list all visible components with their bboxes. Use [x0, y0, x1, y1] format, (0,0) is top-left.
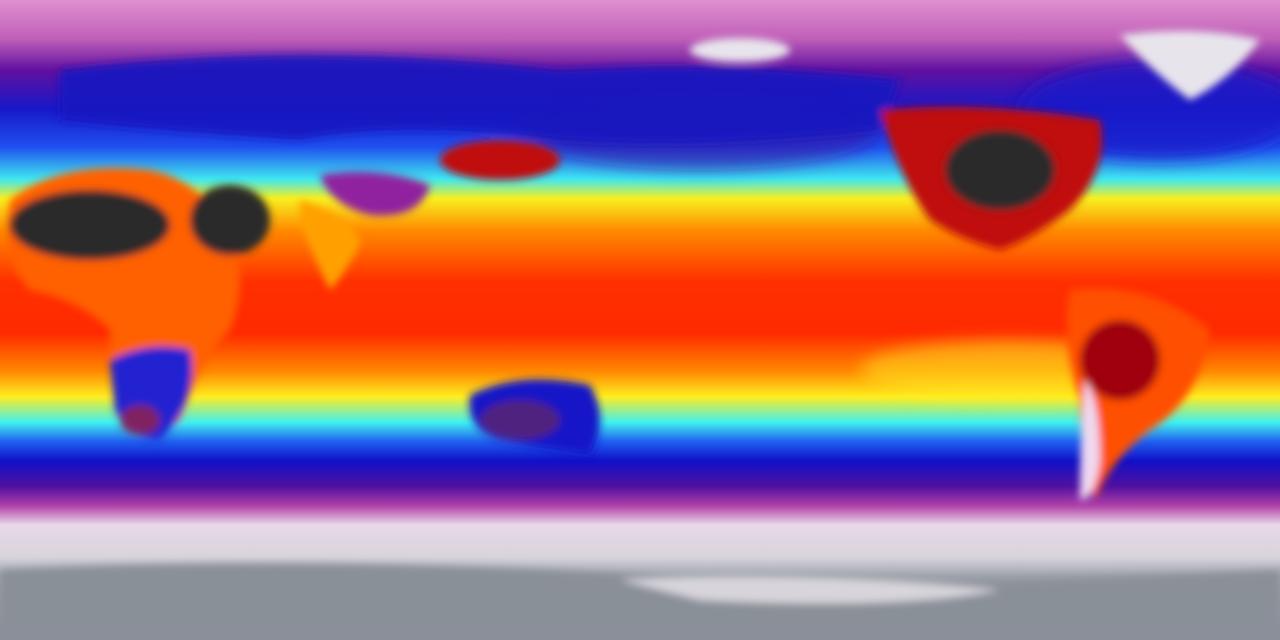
india	[300, 200, 360, 290]
eurasia-north	[60, 55, 900, 144]
greenland	[1120, 31, 1260, 100]
sahara-hot	[10, 190, 170, 260]
andes	[1080, 380, 1100, 500]
continents	[0, 31, 1280, 640]
tibet	[320, 171, 430, 216]
antarctica	[0, 563, 1280, 640]
north-america-hot	[945, 130, 1055, 210]
